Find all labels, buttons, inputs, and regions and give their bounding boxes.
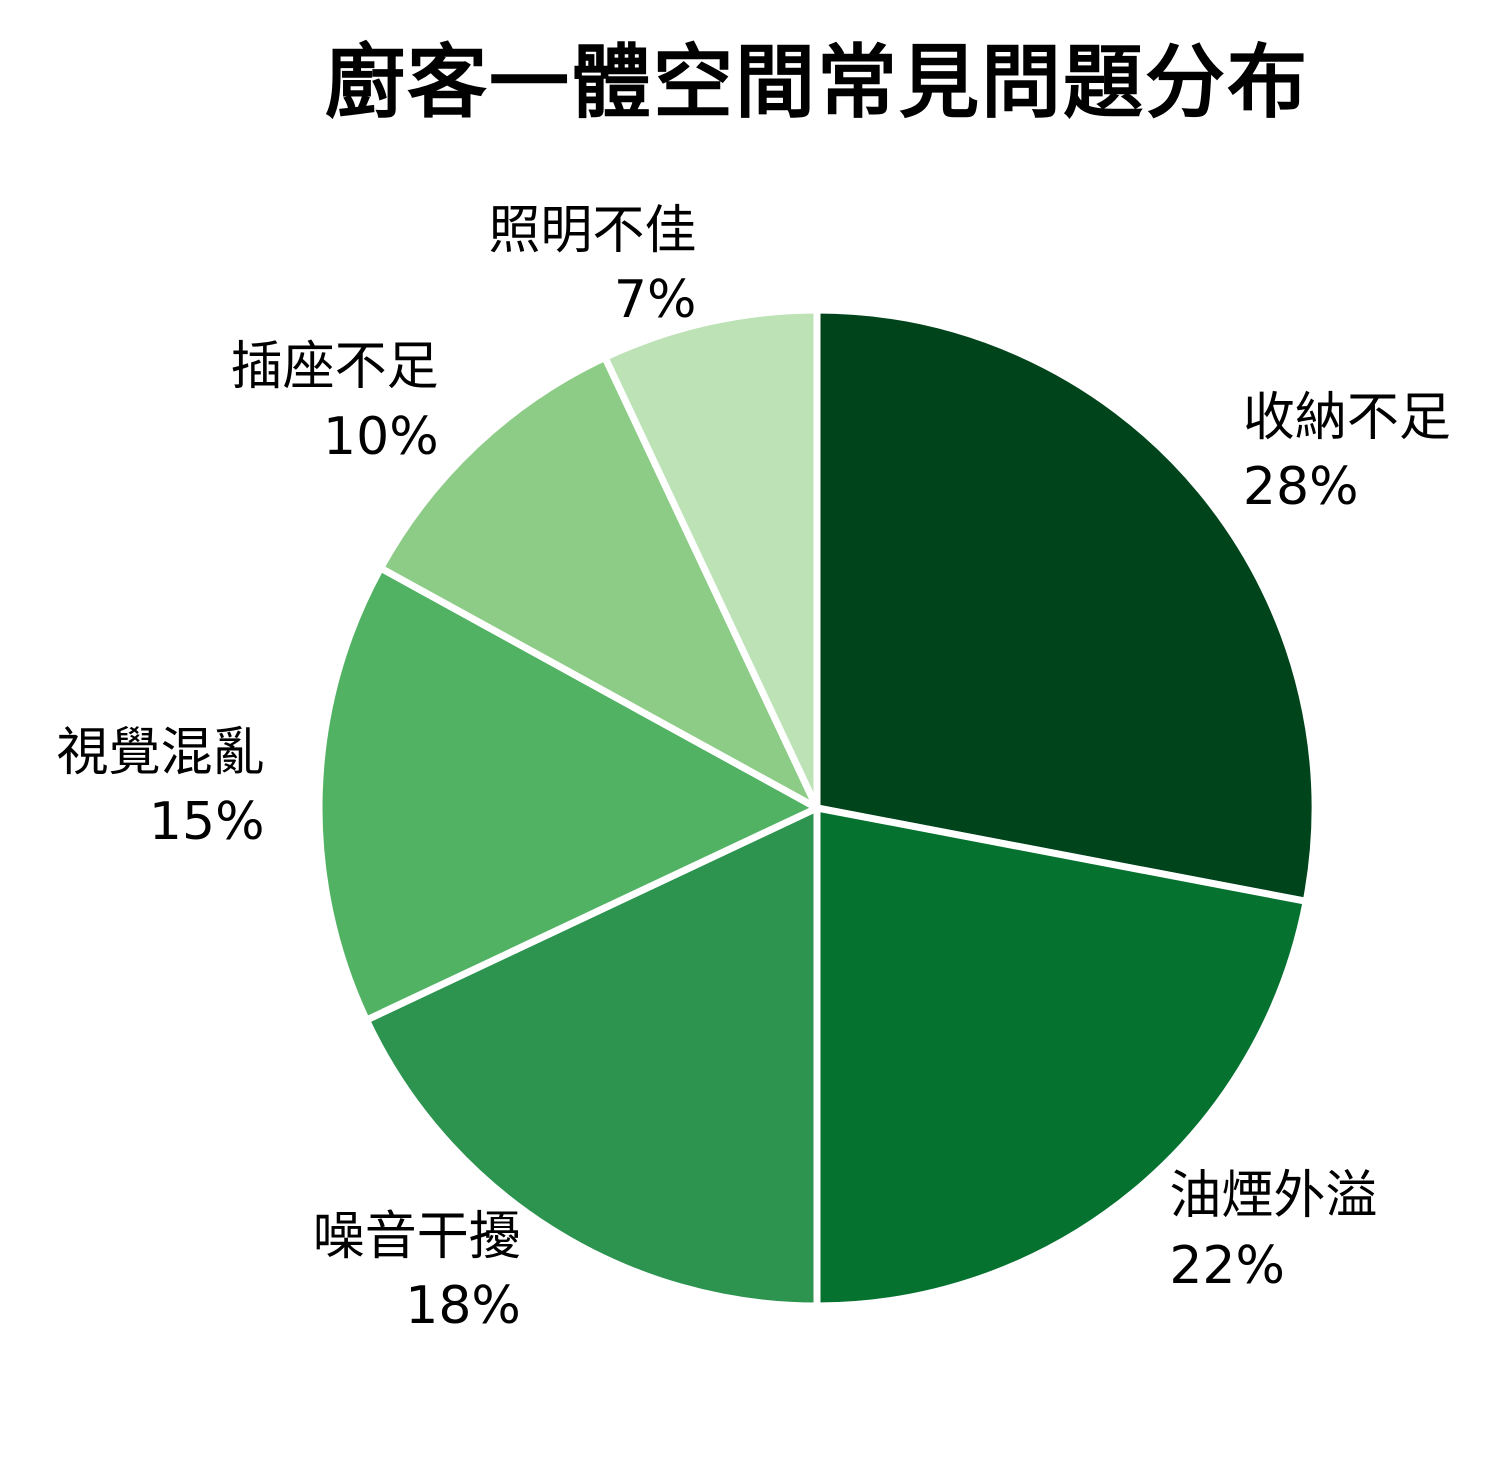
pie-slice-5	[377, 353, 821, 812]
slice-name: 收納不足	[1242, 387, 1451, 448]
slice-percent: 15%	[148, 792, 265, 853]
slice-label-5: 插座不足 10%	[231, 333, 439, 472]
slice-name: 視覺混亂	[56, 722, 265, 783]
pie-slice-4	[315, 564, 821, 1024]
slice-percent: 28%	[1242, 457, 1359, 518]
slice-name: 插座不足	[230, 337, 439, 398]
slice-percent: 22%	[1169, 1235, 1285, 1296]
slice-label-1: 收納不足 28%	[1243, 384, 1451, 523]
pie-slice-6	[601, 306, 821, 812]
pie-slice-1	[813, 306, 1319, 905]
slice-percent: 10%	[323, 406, 439, 467]
chart-title: 廚客一體空間常見問題分布	[325, 36, 1309, 129]
slice-label-3: 噪音干擾 18%	[313, 1203, 521, 1342]
pie-slice-3	[362, 804, 821, 1310]
slice-name: 油煙外溢	[1169, 1165, 1378, 1226]
slice-percent: 7%	[613, 270, 697, 331]
pie-slice-2	[813, 804, 1310, 1310]
slice-percent: 18%	[405, 1276, 521, 1337]
slice-name: 照明不佳	[488, 200, 697, 261]
slice-label-2: 油煙外溢 22%	[1169, 1162, 1377, 1301]
slice-name: 噪音干擾	[312, 1206, 521, 1267]
slice-label-6: 照明不佳 7%	[488, 197, 696, 336]
slice-label-4: 視覺混亂 15%	[56, 719, 264, 858]
